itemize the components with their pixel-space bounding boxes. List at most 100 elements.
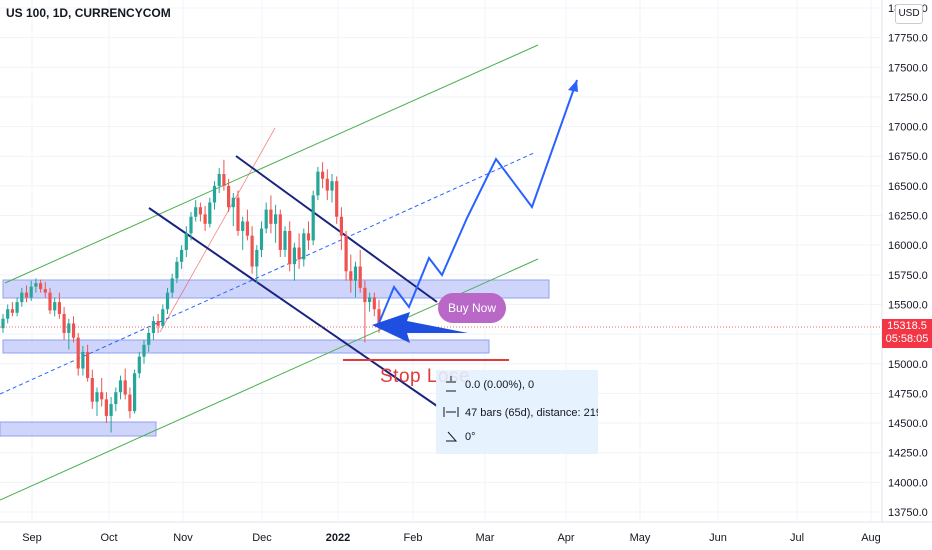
descending-upper-trendline[interactable] bbox=[235, 155, 438, 303]
candle[interactable] bbox=[292, 242, 296, 281]
candle[interactable] bbox=[288, 221, 292, 272]
candle[interactable] bbox=[156, 313, 160, 333]
candle[interactable] bbox=[43, 281, 47, 298]
candle[interactable] bbox=[109, 396, 113, 433]
candle[interactable] bbox=[349, 254, 353, 293]
currency-button[interactable]: USD bbox=[895, 4, 923, 24]
candle[interactable] bbox=[161, 304, 165, 329]
candle-body bbox=[100, 392, 104, 400]
candle[interactable] bbox=[118, 375, 123, 400]
candle[interactable] bbox=[227, 178, 231, 212]
candle[interactable] bbox=[175, 257, 179, 284]
candle[interactable] bbox=[198, 202, 202, 222]
candle[interactable] bbox=[363, 280, 367, 343]
candle[interactable] bbox=[10, 302, 14, 317]
entry-arrow[interactable] bbox=[372, 312, 468, 343]
candle[interactable] bbox=[217, 168, 221, 193]
candle[interactable] bbox=[95, 387, 99, 416]
candle[interactable] bbox=[269, 195, 273, 234]
projection-path[interactable] bbox=[378, 79, 578, 324]
candle[interactable] bbox=[297, 233, 301, 269]
candle[interactable] bbox=[1, 313, 5, 333]
candle[interactable] bbox=[283, 226, 287, 258]
candle[interactable] bbox=[81, 345, 85, 376]
candle[interactable] bbox=[90, 369, 94, 409]
candle[interactable] bbox=[344, 230, 348, 281]
candle[interactable] bbox=[368, 292, 372, 312]
candle-body bbox=[180, 249, 184, 262]
candle-body bbox=[377, 309, 381, 326]
candle[interactable] bbox=[241, 216, 245, 250]
candle[interactable] bbox=[71, 316, 76, 343]
candle[interactable] bbox=[100, 377, 104, 407]
candle[interactable] bbox=[311, 190, 315, 246]
candle[interactable] bbox=[123, 368, 127, 400]
candle[interactable] bbox=[335, 176, 339, 224]
y-tick-label: 14250.0 bbox=[888, 448, 928, 460]
candle[interactable] bbox=[353, 261, 358, 298]
channel-upper-line[interactable] bbox=[4, 44, 539, 284]
candle[interactable] bbox=[53, 297, 57, 317]
candle[interactable] bbox=[142, 340, 146, 364]
candle[interactable] bbox=[151, 316, 155, 341]
red-trendline[interactable] bbox=[159, 127, 276, 333]
lower-support-zone[interactable] bbox=[0, 421, 157, 437]
candle[interactable] bbox=[330, 174, 334, 203]
candle[interactable] bbox=[133, 369, 137, 414]
candle[interactable] bbox=[20, 287, 24, 307]
buy-now-label[interactable]: Buy Now bbox=[438, 293, 506, 323]
candle[interactable] bbox=[147, 328, 151, 352]
candle[interactable] bbox=[67, 318, 71, 350]
candle[interactable] bbox=[321, 162, 325, 189]
candle[interactable] bbox=[189, 211, 193, 241]
candle[interactable] bbox=[57, 292, 61, 319]
candle[interactable] bbox=[372, 292, 376, 317]
candle[interactable] bbox=[48, 287, 52, 314]
candle[interactable] bbox=[86, 344, 90, 382]
candle[interactable] bbox=[208, 197, 212, 228]
candle[interactable] bbox=[165, 287, 170, 314]
candle[interactable] bbox=[274, 204, 278, 243]
candle[interactable] bbox=[39, 279, 43, 293]
candle[interactable] bbox=[6, 304, 10, 324]
candle[interactable] bbox=[34, 278, 38, 293]
candle[interactable] bbox=[316, 166, 320, 201]
candle[interactable] bbox=[194, 200, 198, 222]
candle[interactable] bbox=[302, 228, 306, 267]
candle[interactable] bbox=[180, 245, 184, 269]
candle[interactable] bbox=[76, 332, 80, 376]
candle[interactable] bbox=[231, 192, 235, 227]
support-zone[interactable] bbox=[2, 339, 490, 354]
candle[interactable] bbox=[128, 387, 132, 419]
channel-mid-line[interactable] bbox=[0, 151, 537, 395]
candle-body bbox=[104, 399, 108, 416]
candle-body bbox=[278, 214, 282, 250]
candle[interactable] bbox=[264, 202, 268, 234]
candle[interactable] bbox=[325, 169, 329, 201]
x-tick-label: Feb bbox=[404, 532, 423, 544]
candle[interactable] bbox=[278, 209, 282, 258]
candle[interactable] bbox=[15, 297, 19, 317]
candle[interactable] bbox=[62, 306, 66, 341]
candle[interactable] bbox=[339, 207, 343, 250]
candle[interactable] bbox=[222, 159, 226, 191]
candle[interactable] bbox=[184, 226, 188, 258]
candle[interactable] bbox=[24, 285, 29, 303]
candle[interactable] bbox=[259, 221, 264, 258]
candle[interactable] bbox=[306, 221, 311, 250]
candle[interactable] bbox=[170, 273, 174, 298]
candle[interactable] bbox=[29, 280, 33, 301]
candle[interactable] bbox=[250, 226, 254, 274]
candle[interactable] bbox=[212, 181, 217, 210]
candle[interactable] bbox=[255, 245, 259, 284]
candle[interactable] bbox=[114, 387, 118, 412]
y-tick-label: 17750.0 bbox=[888, 33, 928, 45]
candle[interactable] bbox=[203, 206, 207, 231]
descending-lower-trendline[interactable] bbox=[148, 207, 438, 407]
candle[interactable] bbox=[358, 249, 362, 293]
candle[interactable] bbox=[236, 190, 240, 236]
candle[interactable] bbox=[137, 351, 141, 378]
candle[interactable] bbox=[104, 392, 108, 424]
candle[interactable] bbox=[245, 209, 249, 241]
